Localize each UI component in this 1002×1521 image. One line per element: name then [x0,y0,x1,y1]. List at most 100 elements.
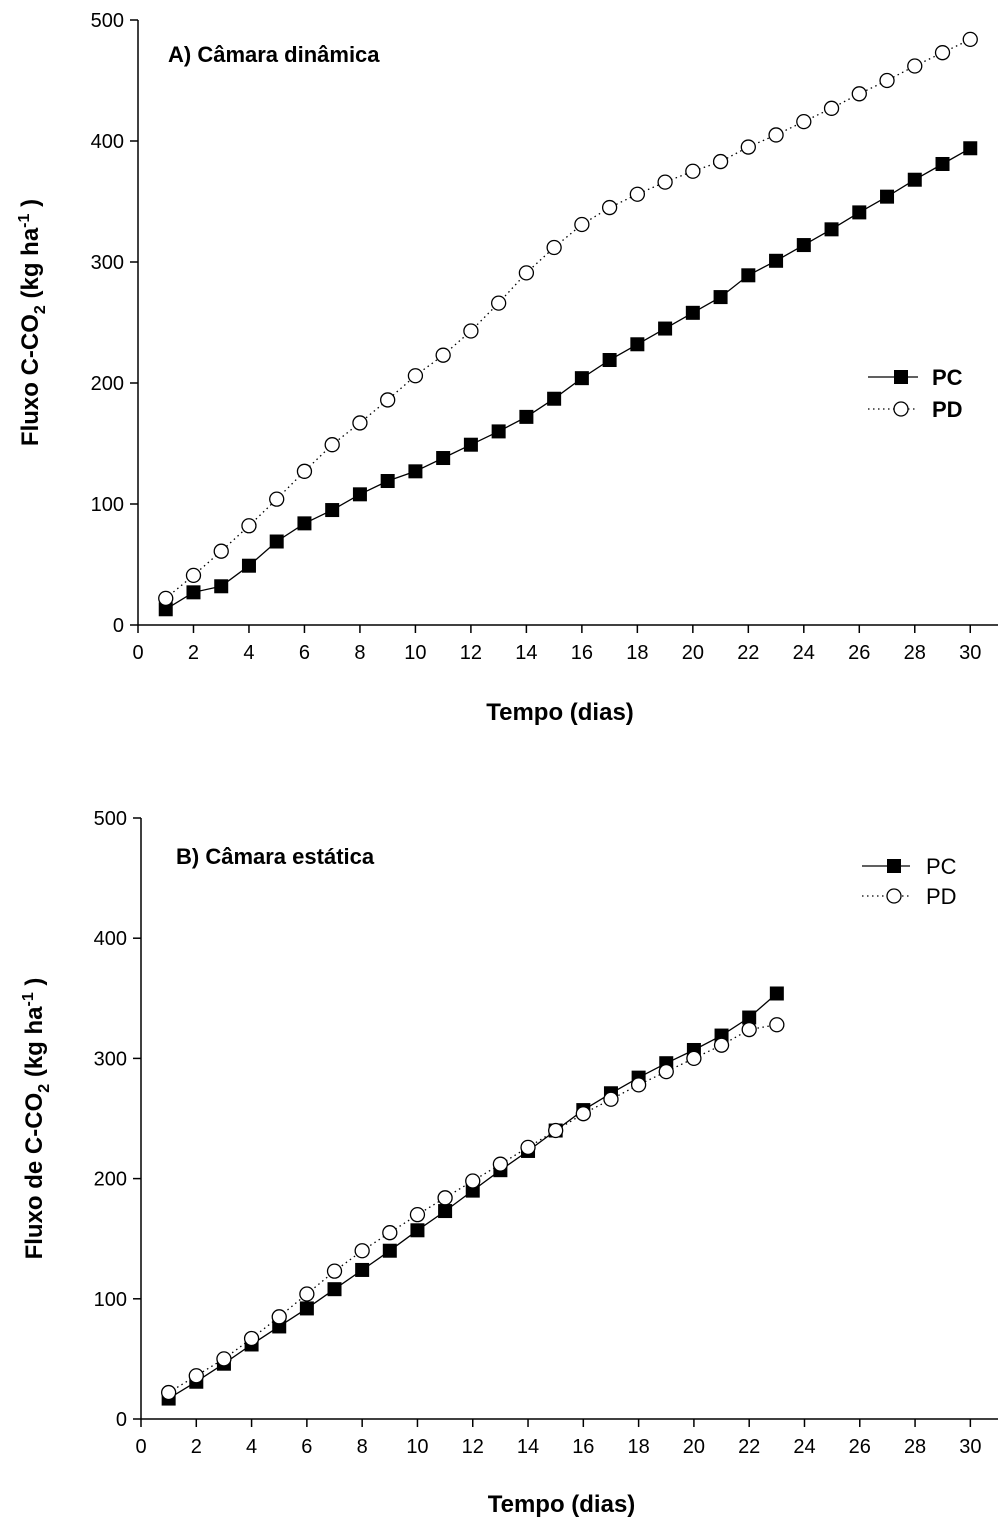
data-point-pc [299,1301,314,1316]
data-point-pc [327,1282,342,1297]
data-point-pd [271,1309,287,1325]
data-point-pc [574,371,589,386]
x-tick-label: 16 [572,1436,594,1458]
x-tick-label: 22 [737,642,759,664]
data-point-pd [768,127,784,143]
x-tick-label: 24 [793,642,815,664]
data-point-pd [463,323,479,339]
data-point-pd [548,1122,564,1139]
data-point-pc [602,353,617,368]
legend-marker-pd [886,888,902,904]
data-point-pd [518,265,535,281]
data-point-pd [546,239,562,256]
x-tick-label: 4 [243,642,254,664]
data-point-pc [519,409,534,424]
legend: PC PD [868,365,963,422]
x-tick-label: 10 [404,642,426,664]
y-tick-label: 200 [94,1169,127,1191]
data-point-pd [657,174,673,190]
data-point-pc [214,579,229,594]
series-line-pd [168,1024,777,1394]
y-tick-label: 100 [94,1289,127,1311]
data-point-pd [740,139,756,155]
data-point-pc [491,424,506,439]
data-point-pd [851,86,867,102]
data-point-pd [160,1384,177,1401]
x-tick-label: 18 [627,1436,649,1458]
data-point-pd [213,543,229,559]
data-point-pd [741,1021,757,1038]
data-point-pd [823,100,840,116]
data-point-pc [438,1204,453,1219]
data-point-pd [435,347,451,363]
y-tick-label: 300 [94,1048,127,1070]
data-point-pc [463,437,478,452]
series-pd [160,1017,785,1401]
x-tick-label: 22 [738,1436,760,1458]
data-point-pd [380,392,396,408]
data-point-pc [380,474,395,489]
x-tick-label: 28 [904,642,926,664]
x-tick-label: 28 [904,1436,926,1458]
y-axis-label-part: Fluxo de C-CO [21,1093,48,1260]
x-tick-label: 30 [959,642,981,664]
data-point-pd [352,415,368,431]
data-point-pd [188,1368,204,1384]
y-tick-label: 0 [113,615,124,637]
data-point-pc [408,464,423,479]
x-tick-label: 2 [191,1436,202,1458]
data-point-pd [158,590,174,607]
data-point-pc [880,189,895,204]
data-point-pd [216,1351,232,1367]
data-point-pc [269,534,284,549]
y-axis-label: Fluxo C-CO2 (kg ha-1 ) [16,199,49,446]
legend-marker-pc [894,370,908,384]
data-point-pc [963,141,978,156]
data-point-pd [269,491,285,507]
data-point-pc [352,487,367,502]
x-tick-label: 0 [132,642,143,664]
chart-title: B) Câmara estática [176,844,375,869]
chart-a: 0 2 4 6 8 10 12 14 16 18 20 22 24 26 28 300100200300400… [16,10,998,726]
data-point-pc [158,602,173,617]
x-tick-label: 16 [571,642,593,664]
data-point-pc [713,290,728,305]
y-axis-label-part: ) [17,199,44,214]
data-point-pd [575,1106,591,1122]
data-point-pd [601,199,618,216]
data-point-pd [769,1017,785,1033]
x-axis-label: Tempo (dias) [488,1491,636,1518]
y-tick-label: 0 [116,1409,127,1431]
x-tick-label: 12 [460,642,482,664]
x-tick-label: 8 [354,642,365,664]
y-axis-label: Fluxo de C-CO2 (kg ha-1 ) [20,978,53,1260]
x-tick-label: 12 [462,1436,484,1458]
y-tick-label: 100 [91,494,124,516]
data-point-pc [630,337,645,352]
x-tick-label: 20 [683,1436,705,1458]
x-tick-label: 8 [357,1436,368,1458]
x-tick-label: 6 [301,1436,312,1458]
series-pd [158,31,978,607]
y-tick-label: 300 [91,252,124,274]
y-axis-label-part: ) [21,978,48,993]
data-point-pc [769,253,784,268]
data-point-pd [241,518,257,534]
x-tick-label: 24 [793,1436,815,1458]
legend-marker-pd [893,401,909,417]
data-point-pc [547,391,562,406]
series-pc [158,141,978,617]
data-point-pd [574,216,590,233]
data-point-pd [907,58,923,74]
data-point-pd [712,153,729,170]
y-tick-label: 500 [91,10,124,32]
y-tick-label: 400 [94,928,127,950]
y-axis-label-part: -1 [16,214,33,228]
data-point-pd [490,295,507,311]
data-point-pd [492,1156,509,1172]
data-point-pc [824,222,839,237]
data-point-pd [407,368,424,384]
x-tick-label: 14 [515,642,537,664]
series-line-pc [165,147,971,610]
data-point-pd [465,1173,481,1189]
